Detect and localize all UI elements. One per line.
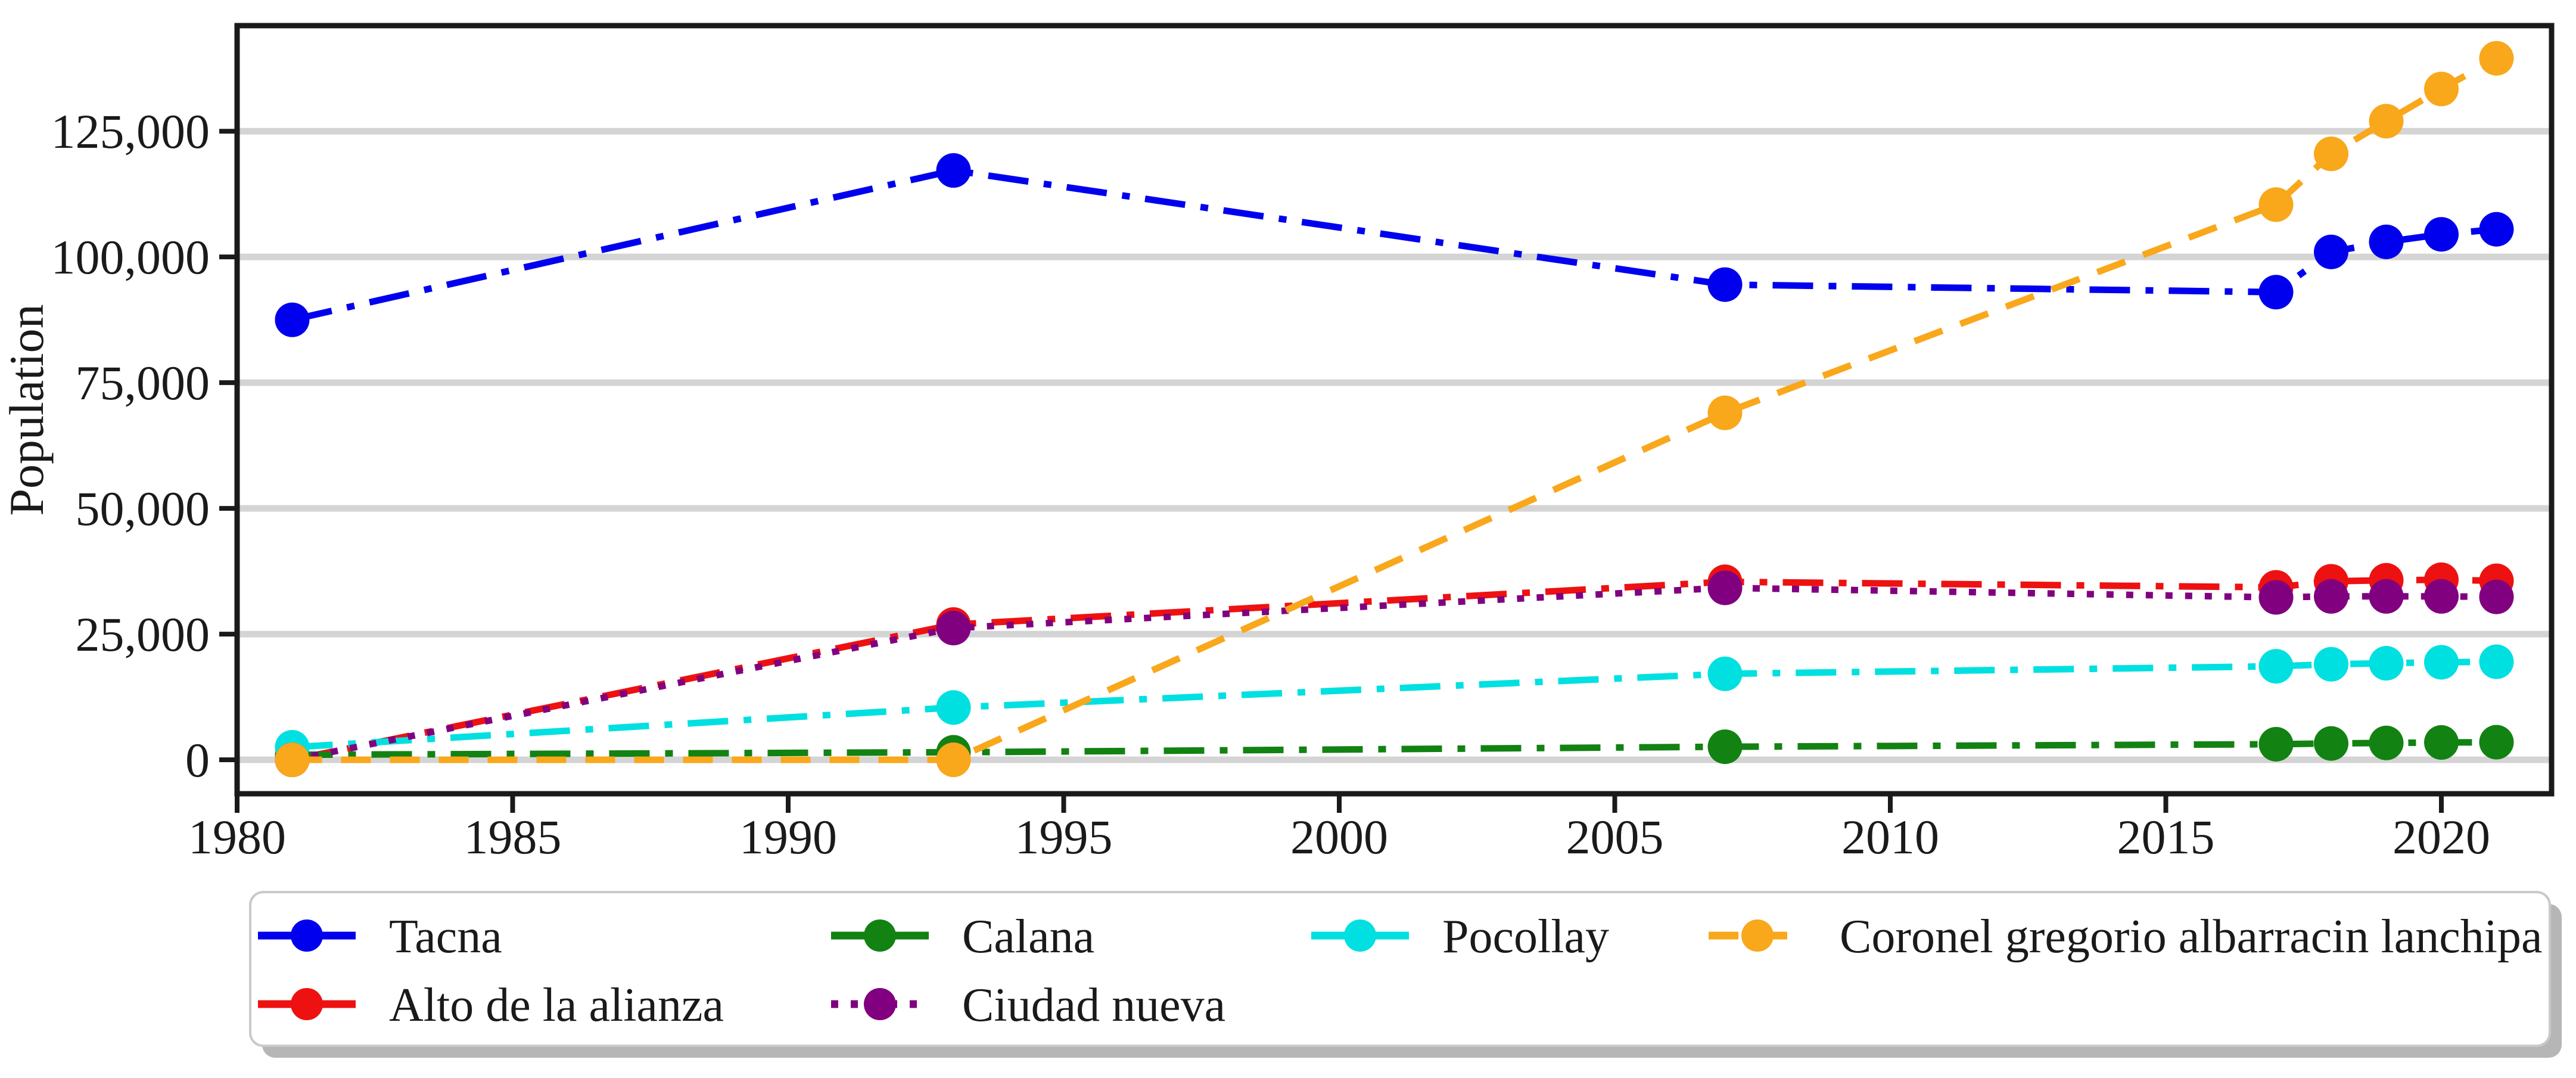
marker-pocollay-2007: [1707, 656, 1743, 691]
marker-tacna-2021: [2479, 212, 2514, 247]
y-tick-label-125000: 125,000: [51, 104, 210, 159]
series-line-calana: [292, 739, 2497, 759]
marker-coronel-gregorio-albarracin-lanchipa-2021: [2479, 41, 2514, 76]
marker-ciudad-nueva-2019: [2369, 579, 2404, 614]
legend-label-ciudad-nueva: Ciudad nueva: [962, 979, 1225, 1032]
y-tick-label-100000: 100,000: [51, 230, 210, 284]
marker-calana-2018: [2314, 726, 2348, 761]
marker-coronel-gregorio-albarracin-lanchipa-2018: [2314, 136, 2348, 172]
marker-calana-2020: [2424, 725, 2459, 760]
legend-item-tacna: Tacna: [258, 911, 502, 963]
legend-sample-marker-pocollay: [1344, 919, 1376, 952]
marker-calana-2021: [2479, 725, 2514, 760]
legend-item-ciudad-nueva: Ciudad nueva: [831, 979, 1225, 1032]
marker-ciudad-nueva-1993: [936, 610, 971, 645]
marker-tacna-1993: [936, 153, 971, 188]
marker-pocollay-2017: [2258, 649, 2294, 684]
y-tick-label-0: 0: [185, 733, 210, 787]
x-tick-label-2000: 2000: [1290, 810, 1388, 864]
legend-sample-marker-coronel-gregorio-albarracin-lanchipa: [1741, 919, 1774, 952]
x-tick-label-1990: 1990: [739, 810, 837, 864]
legend-sample-marker-ciudad-nueva: [864, 988, 896, 1020]
plot-spines: [234, 23, 2555, 797]
x-tick-label-2015: 2015: [2117, 810, 2215, 864]
legend-label-tacna: Tacna: [389, 911, 502, 963]
x-tick-label-1995: 1995: [1015, 810, 1113, 864]
marker-calana-2007: [1707, 729, 1743, 765]
marker-pocollay-2021: [2479, 644, 2514, 679]
marker-coronel-gregorio-albarracin-lanchipa-2020: [2424, 72, 2459, 107]
marker-tacna-2017: [2258, 275, 2294, 310]
legend-sample-marker-alto-de-la-alianza: [291, 988, 323, 1020]
x-tick-label-1980: 1980: [188, 810, 286, 864]
marker-calana-2017: [2258, 726, 2294, 762]
marker-calana-2019: [2369, 725, 2404, 760]
marker-coronel-gregorio-albarracin-lanchipa-1993: [936, 743, 971, 778]
y-tick-label-50000: 50,000: [76, 481, 210, 536]
marker-ciudad-nueva-2007: [1707, 570, 1743, 605]
x-tick-label-2010: 2010: [1841, 810, 1939, 864]
legend-sample-marker-tacna: [291, 919, 323, 952]
legend-box: [249, 891, 2551, 1047]
marker-pocollay-2019: [2369, 646, 2404, 681]
marker-ciudad-nueva-2020: [2424, 579, 2459, 614]
marker-tacna-2020: [2424, 217, 2459, 252]
marker-pocollay-2020: [2424, 645, 2459, 680]
marker-coronel-gregorio-albarracin-lanchipa-2007: [1707, 395, 1743, 430]
series-tacna: [275, 153, 2514, 337]
marker-ciudad-nueva-2018: [2314, 579, 2348, 614]
series-coronel-gregorio-albarracin-lanchipa: [275, 41, 2514, 778]
legend-label-coronel-gregorio-albarracin-lanchipa: Coronel gregorio albarracin lanchipa: [1840, 911, 2543, 963]
gridlines: [237, 128, 2552, 763]
legend-item-calana: Calana: [831, 911, 1094, 963]
y-axis-title: Population: [0, 304, 54, 515]
series-group: [275, 41, 2514, 778]
x-tick-label-2020: 2020: [2393, 810, 2490, 864]
y-axis: 0 25,000 50,000 75,000 100,000 125,000: [51, 104, 237, 787]
series-line-alto-de-la-alianza: [291, 576, 2497, 763]
legend-item-alto-de-la-alianza: Alto de la alianza: [258, 979, 724, 1032]
legend: Tacna Alto de la alianza Calana Ciudad nuev…: [249, 891, 2562, 1058]
series-line-coronel-gregorio-albarracin-lanchipa: [292, 55, 2499, 763]
legend-item-coronel-gregorio-albarracin-lanchipa: Coronel gregorio albarracin lanchipa: [1709, 911, 2543, 963]
marker-tacna-2019: [2369, 224, 2404, 259]
marker-tacna-2018: [2314, 234, 2348, 269]
series-line-pocollay: [292, 658, 2497, 751]
legend-label-calana: Calana: [962, 911, 1094, 963]
series-line-ciudad-nueva: [291, 584, 2497, 763]
y-tick-label-75000: 75,000: [76, 356, 210, 410]
legend-item-pocollay: Pocollay: [1311, 911, 1609, 963]
marker-coronel-gregorio-albarracin-lanchipa-1981: [275, 743, 310, 778]
x-tick-label-2005: 2005: [1566, 810, 1664, 864]
marker-pocollay-1993: [936, 690, 971, 725]
legend-sample-marker-calana: [864, 919, 896, 952]
y-tick-label-25000: 25,000: [76, 607, 210, 661]
legend-label-alto-de-la-alianza: Alto de la alianza: [389, 979, 724, 1032]
marker-tacna-2007: [1707, 267, 1743, 302]
marker-coronel-gregorio-albarracin-lanchipa-2019: [2369, 104, 2404, 139]
marker-coronel-gregorio-albarracin-lanchipa-2017: [2258, 187, 2294, 222]
marker-pocollay-2018: [2314, 647, 2348, 682]
series-calana: [275, 725, 2514, 772]
x-axis: 1980 1985 1990 1995 2000 2005 2010 2015 2020: [188, 794, 2490, 864]
legend-label-pocollay: Pocollay: [1442, 911, 1609, 963]
marker-ciudad-nueva-2021: [2479, 579, 2514, 614]
x-tick-label-1985: 1985: [464, 810, 562, 864]
marker-tacna-1981: [275, 302, 310, 337]
marker-ciudad-nueva-2017: [2258, 580, 2294, 615]
